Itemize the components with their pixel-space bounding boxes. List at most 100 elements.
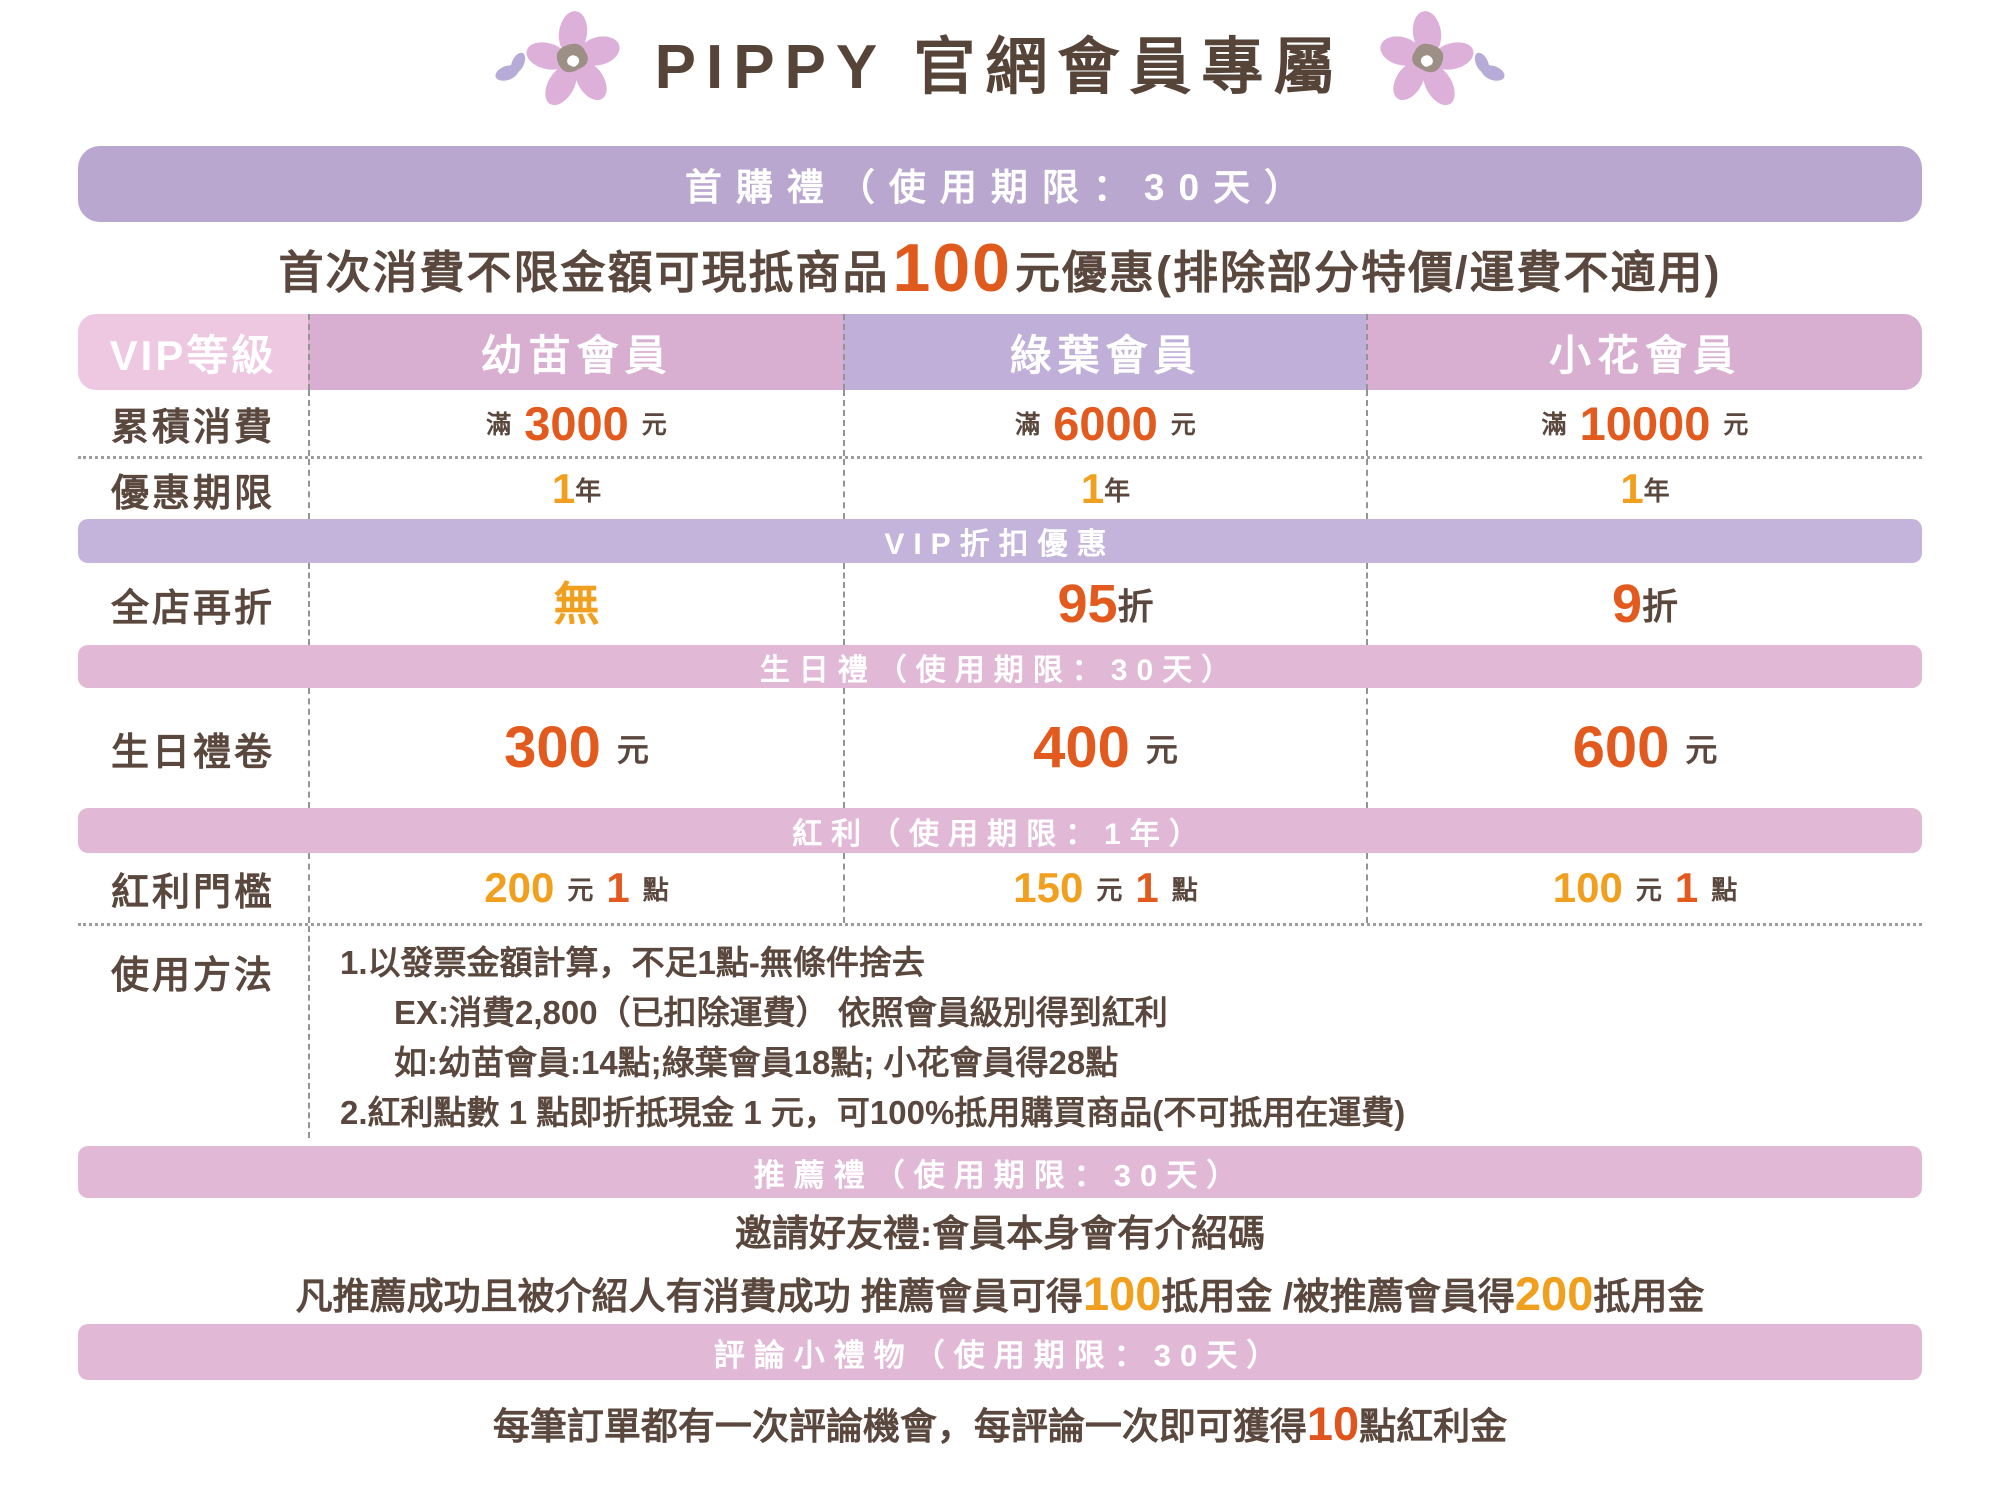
period-suffix: 年 (1643, 475, 1670, 506)
invite-friend-line: 邀請好友禮:會員本身會有介紹碼 (734, 1213, 1266, 1254)
row-store-discount: 全店再折 無 95 折 9 折 (78, 563, 1922, 645)
first-purchase-banner: 首購禮（使用期限：30天） (78, 146, 1922, 222)
referral-text-after: 抵用金 (1593, 1276, 1705, 1317)
header-tier-flower: 小花會員 (1366, 314, 1922, 390)
referral-credit-referrer: 100 (1082, 1266, 1162, 1320)
bonus-amount: 200 (484, 864, 555, 911)
flower-icon-left (495, 11, 620, 106)
header-vip-level: VIP等級 (78, 314, 308, 390)
row-validity-period: 優惠期限 1 年 1 年 1 年 (78, 459, 1922, 519)
period-value: 1 (551, 465, 576, 512)
bonus-point: 1 (606, 864, 630, 911)
spend-value: 6000 (1053, 396, 1158, 450)
row-label-bonus: 紅利門檻 (110, 871, 275, 914)
spend-suffix: 元 (641, 411, 667, 439)
birthday-suffix: 元 (1145, 732, 1178, 768)
bonus-banner: 紅利（使用期限：1年） (78, 808, 1922, 853)
spend-suffix: 元 (1723, 411, 1749, 439)
review-text-after: 點紅利金 (1359, 1406, 1508, 1447)
period-value: 1 (1620, 465, 1644, 512)
spend-prefix: 滿 (1015, 411, 1041, 439)
birthday-tier1-cell: 300 元 (308, 688, 843, 808)
spend-value: 10000 (1579, 396, 1711, 450)
vip-discount-banner: VIP折扣優惠 (78, 519, 1922, 563)
bonus-tier3-cell: 100 元 1 點 (1366, 853, 1922, 923)
usage-line-3: 如:幼苗會員:14點;綠葉會員18點; 小花會員得28點 (394, 1044, 1119, 1081)
header-tier-greenleaf: 綠葉會員 (843, 314, 1366, 390)
usage-line-4: 2.紅利點數 1 點即折抵現金 1 元，可100%抵用購買商品(不可抵用在運費) (340, 1094, 1406, 1131)
discount-tier1-cell: 無 (308, 563, 843, 645)
bonus-tier1-cell: 200 元 1 點 (308, 853, 843, 923)
row-label-spend: 累積消費 (110, 406, 275, 449)
period-suffix: 年 (1104, 475, 1131, 506)
bonus-point: 1 (1674, 864, 1699, 911)
spend-suffix: 元 (1170, 411, 1196, 439)
bonus-unit-point: 點 (1171, 874, 1198, 905)
discount-value: 95 (1057, 574, 1118, 634)
spend-prefix: 滿 (1541, 411, 1567, 439)
period-suffix: 年 (575, 475, 602, 506)
usage-content: 1.以發票金額計算，不足1點-無條件捨去 EX:消費2,800（已扣除運費） 依… (308, 926, 1922, 1138)
review-reward-line: 每筆訂單都有一次評論機會，每評論一次即可獲得 10 點紅利金 (78, 1380, 1922, 1466)
birthday-suffix: 元 (616, 732, 649, 768)
review-points-value: 10 (1306, 1396, 1360, 1450)
discount-suffix: 折 (1642, 586, 1679, 627)
bonus-amount: 150 (1013, 864, 1084, 911)
discount-tier3-cell: 9 折 (1366, 563, 1922, 645)
birthday-value: 300 (504, 715, 601, 780)
spend-prefix: 滿 (486, 411, 512, 439)
bonus-tier2-cell: 150 元 1 點 (843, 853, 1366, 923)
bonus-unit-yuan: 元 (1096, 874, 1123, 905)
period-tier3-cell: 1 年 (1366, 459, 1922, 519)
discount-suffix: 折 (1117, 586, 1154, 627)
bonus-unit-yuan: 元 (1635, 874, 1662, 905)
referral-text-before: 凡推薦成功且被介紹人有消費成功 推薦會員可得 (295, 1276, 1083, 1317)
discount-tier2-cell: 95 折 (843, 563, 1366, 645)
referral-credit-referee: 200 (1514, 1266, 1594, 1320)
birthday-gift-banner: 生日禮（使用期限：30天） (78, 645, 1922, 688)
bonus-unit-point: 點 (1711, 874, 1738, 905)
usage-line-2: EX:消費2,800（已扣除運費） 依照會員級別得到紅利 (394, 994, 1168, 1031)
spend-tier1-cell: 滿 3000 元 (308, 390, 843, 456)
page-header: PIPPY 官網會員專屬 (78, 0, 1922, 106)
flower-icon-right (1380, 11, 1505, 106)
row-label-usage: 使用方法 (110, 955, 275, 997)
tier-header-row: VIP等級 幼苗會員 綠葉會員 小花會員 (78, 314, 1922, 390)
row-birthday-voucher: 生日禮卷 300 元 400 元 600 元 (78, 688, 1922, 808)
birthday-tier2-cell: 400 元 (843, 688, 1366, 808)
birthday-tier3-cell: 600 元 (1366, 688, 1922, 808)
usage-line-1: 1.以發票金額計算，不足1點-無條件捨去 (340, 944, 925, 981)
review-text-before: 每筆訂單都有一次評論機會，每評論一次即可獲得 (492, 1406, 1307, 1447)
discount-value: 9 (1611, 574, 1643, 634)
bonus-unit-point: 點 (642, 874, 669, 905)
period-tier2-cell: 1 年 (843, 459, 1366, 519)
row-accumulated-spend: 累積消費 滿 3000 元 滿 6000 元 滿 10000 元 (78, 390, 1922, 459)
birthday-value: 400 (1033, 715, 1130, 780)
desc-text-after: 元優惠(排除部分特價/運費不適用) (1015, 246, 1722, 298)
page-title: PIPPY 官網會員專屬 (654, 33, 1346, 102)
bonus-amount: 100 (1552, 864, 1623, 911)
referral-gift-banner: 推薦禮（使用期限：30天） (78, 1146, 1922, 1198)
row-usage-method: 使用方法 1.以發票金額計算，不足1點-無條件捨去 EX:消費2,800（已扣除… (78, 926, 1922, 1138)
header-tier-seedling: 幼苗會員 (308, 314, 843, 390)
spend-tier3-cell: 滿 10000 元 (1366, 390, 1922, 456)
bonus-point: 1 (1135, 864, 1159, 911)
bonus-unit-yuan: 元 (567, 874, 594, 905)
spend-value: 3000 (524, 396, 629, 450)
referral-text-mid: 抵用金 /被推薦會員得 (1161, 1276, 1515, 1317)
period-tier1-cell: 1 年 (308, 459, 843, 519)
period-value: 1 (1080, 465, 1105, 512)
birthday-value: 600 (1572, 715, 1670, 780)
desc-amount: 100 (892, 230, 1012, 306)
row-label-discount: 全店再折 (110, 587, 275, 630)
first-purchase-description: 首次消費不限金額可現抵商品 100 元優惠(排除部分特價/運費不適用) (78, 222, 1922, 314)
row-label-period: 優惠期限 (110, 472, 275, 515)
row-bonus-threshold: 紅利門檻 200 元 1 點 150 元 1 點 100 元 1 點 (78, 853, 1922, 926)
birthday-suffix: 元 (1685, 732, 1718, 768)
flower-center (1412, 43, 1444, 73)
spend-tier2-cell: 滿 6000 元 (843, 390, 1366, 456)
review-gift-banner: 評論小禮物（使用期限：30天） (78, 1324, 1922, 1380)
desc-text-before: 首次消費不限金額可現抵商品 (278, 246, 890, 298)
row-label-birthday: 生日禮卷 (110, 731, 275, 774)
